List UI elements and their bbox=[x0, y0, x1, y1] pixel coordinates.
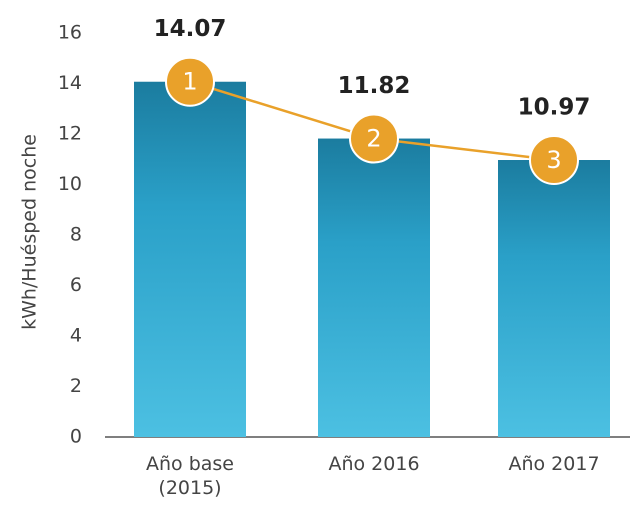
marker bbox=[529, 135, 579, 186]
y-tick-label: 4 bbox=[70, 325, 82, 347]
marker bbox=[165, 56, 215, 107]
bar bbox=[498, 160, 610, 437]
value-label: 10.97 bbox=[518, 95, 591, 121]
x-tick-label: Año base (2015) bbox=[146, 453, 234, 499]
marker-label: 3 bbox=[546, 146, 561, 174]
y-tick-label: 12 bbox=[58, 123, 82, 145]
x-tick-label: Año 2017 bbox=[508, 453, 600, 475]
marker-label: 2 bbox=[366, 125, 381, 153]
x-tick-label: Año 2016 bbox=[328, 453, 420, 475]
y-tick-label: 6 bbox=[70, 274, 82, 296]
bar bbox=[134, 81, 246, 438]
y-tick-label: 0 bbox=[70, 426, 82, 448]
marker bbox=[349, 113, 399, 164]
y-axis-label: kWh/Huésped noche bbox=[19, 134, 41, 330]
value-label: 14.07 bbox=[154, 16, 227, 42]
bar bbox=[318, 138, 430, 438]
y-tick-label: 10 bbox=[58, 173, 82, 195]
y-tick-label: 2 bbox=[70, 375, 82, 397]
y-tick-label: 8 bbox=[70, 224, 82, 246]
value-label: 11.82 bbox=[338, 73, 411, 99]
y-tick-label: 14 bbox=[58, 72, 82, 94]
marker-label: 1 bbox=[182, 68, 197, 96]
y-tick-label: 16 bbox=[58, 22, 82, 44]
